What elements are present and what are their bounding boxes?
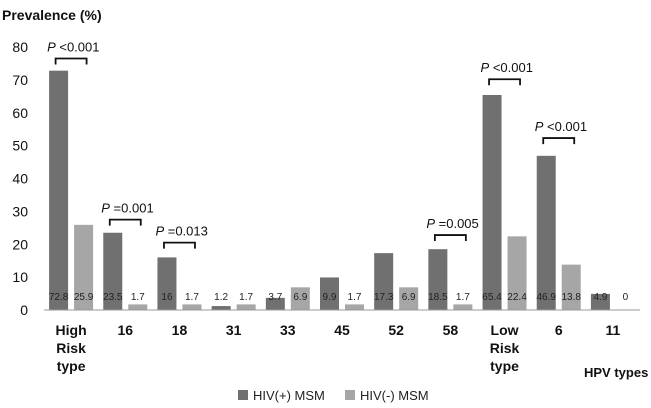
bar-hiv-positive — [265, 297, 285, 310]
bar-hiv-positive — [482, 94, 502, 310]
y-tick-label: 20 — [12, 236, 28, 252]
x-tick-label: Low Risk type — [490, 322, 520, 374]
data-label: 22.4 — [507, 292, 527, 303]
bar-hiv-positive — [428, 249, 448, 310]
x-tick-label: 16 — [117, 322, 133, 338]
data-label: 0 — [623, 292, 629, 303]
y-tick-label: 30 — [12, 203, 28, 219]
significance-bracket — [108, 218, 142, 226]
legend: HIV(+) MSM HIV(-) MSM — [238, 388, 429, 403]
data-label: 23.5 — [103, 292, 123, 303]
y-tick-label: 40 — [12, 171, 28, 187]
y-axis-ticks: 0 10 20 30 40 50 60 70 80 — [12, 39, 28, 318]
bar-hiv-negative — [128, 304, 148, 310]
x-tick-label: 31 — [226, 322, 242, 338]
data-label: 72.8 — [49, 292, 69, 303]
bar-hiv-negative — [182, 304, 202, 310]
p-value-label: P =0.005 — [426, 216, 478, 231]
data-label: 25.9 — [74, 292, 94, 303]
bar-hiv-positive — [590, 293, 610, 310]
bar-hiv-negative — [453, 304, 473, 310]
significance-bracket — [433, 234, 467, 242]
x-tick-label: 33 — [280, 322, 296, 338]
x-tick-label: 11 — [606, 322, 621, 338]
bar-hiv-positive — [211, 306, 231, 310]
data-label: 1.2 — [214, 292, 228, 303]
bar-hiv-positive — [374, 253, 394, 310]
y-tick-label: 10 — [12, 269, 28, 285]
data-label: 13.8 — [561, 292, 581, 303]
data-label: 18.5 — [428, 292, 448, 303]
x-tick-label: High Risk type — [56, 322, 87, 374]
x-tick-label: 18 — [172, 322, 188, 338]
bar-hiv-positive — [157, 257, 177, 310]
x-tick-label: 45 — [334, 322, 350, 338]
significance-bracket — [54, 57, 88, 65]
y-tick-label: 60 — [12, 105, 28, 121]
y-tick-label: 0 — [20, 302, 28, 318]
data-label: 6.9 — [402, 292, 416, 303]
bar-hiv-negative — [290, 287, 310, 310]
bar-hiv-positive — [103, 232, 123, 310]
significance-bracket — [542, 137, 576, 145]
p-value-label: P <0.001 — [535, 119, 587, 134]
y-axis-label: Prevalence (%) — [2, 7, 102, 23]
bar-hiv-negative — [399, 287, 419, 310]
x-axis-label: HPV types — [584, 365, 648, 380]
bar-hiv-negative — [345, 304, 364, 310]
data-labels: 72.8 25.9 23.5 1.7 16 1.7 1.2 1.7 3.7 6.9 9.9 1.7 17… — [49, 292, 629, 303]
data-label: 65.4 — [482, 292, 502, 303]
y-tick-label: 70 — [12, 72, 28, 88]
p-value-label: P <0.001 — [47, 40, 99, 55]
data-label: 4.9 — [593, 292, 607, 303]
bar-hiv-positive — [320, 277, 339, 310]
data-label: 3.7 — [268, 292, 282, 303]
x-tick-label: 58 — [443, 322, 459, 338]
data-label: 46.9 — [536, 292, 556, 303]
y-tick-label: 50 — [12, 138, 28, 154]
data-label: 6.9 — [293, 292, 307, 303]
y-tick-label: 80 — [12, 39, 28, 55]
data-label: 1.7 — [239, 292, 253, 303]
bar-hiv-positive — [536, 155, 556, 310]
significance-bracket — [488, 78, 521, 86]
bar-hiv-negative — [74, 224, 94, 310]
data-label: 1.7 — [185, 292, 199, 303]
legend-swatch — [238, 390, 248, 400]
p-value-label: P <0.001 — [481, 60, 533, 75]
x-tick-label: 6 — [555, 322, 563, 338]
data-label: 1.7 — [348, 292, 362, 303]
data-label: 1.7 — [131, 292, 145, 303]
data-label: 17.3 — [374, 292, 394, 303]
bars — [49, 70, 610, 310]
bar-hiv-negative — [236, 304, 256, 310]
p-value-label: P =0.013 — [155, 224, 207, 239]
x-axis-ticks: High Risk type 16 18 31 33 45 52 58 Low Risk type 6 11 — [56, 322, 621, 374]
legend-label: HIV(+) MSM — [253, 388, 325, 403]
legend-label: HIV(-) MSM — [360, 388, 429, 403]
bar-hiv-positive — [49, 70, 69, 310]
data-label: 1.7 — [456, 292, 470, 303]
p-value-label: P =0.001 — [101, 201, 153, 216]
data-label: 16 — [161, 292, 173, 303]
significance-bracket — [163, 241, 196, 249]
data-label: 9.9 — [323, 292, 337, 303]
legend-swatch — [345, 390, 355, 400]
bar-hiv-negative — [507, 236, 527, 310]
bar-hiv-negative — [561, 264, 581, 310]
x-tick-label: 52 — [388, 322, 404, 338]
